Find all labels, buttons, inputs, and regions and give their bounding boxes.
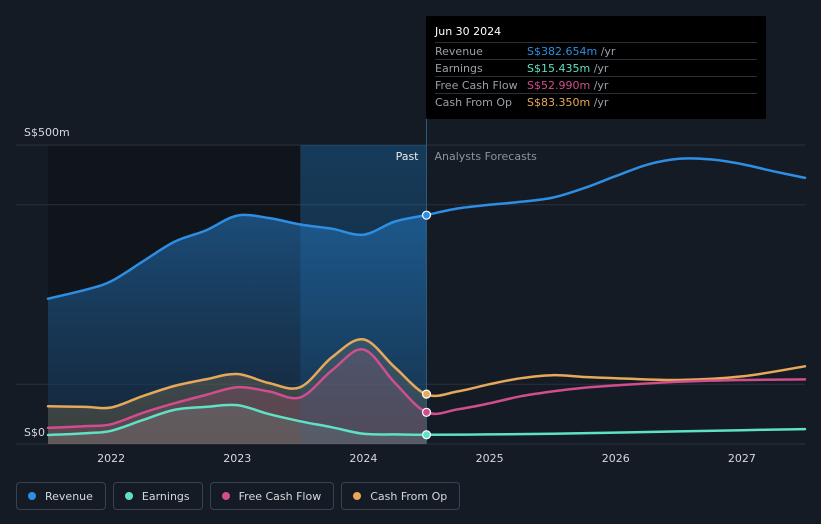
- x-tick-label: 2023: [223, 452, 251, 465]
- x-tick-label: 2022: [97, 452, 125, 465]
- tooltip-row-cash-from-op: Cash From Op S$83.350m /yr: [435, 93, 757, 111]
- highlight-band: [300, 145, 427, 444]
- legend-dot-icon: [353, 492, 362, 500]
- line-cash-from-op: [46, 338, 807, 410]
- legend-label: Earnings: [141, 489, 190, 503]
- point-revenue: [421, 210, 432, 220]
- tooltip-row-earnings: Earnings S$15.435m /yr: [435, 59, 757, 77]
- legend-item-revenue[interactable]: Revenue: [16, 482, 106, 510]
- point-free-cash-flow: [421, 407, 432, 417]
- tooltip-date: Jun 30 2024: [435, 25, 502, 38]
- x-tick-label: 2027: [728, 452, 756, 465]
- highlight-points: [421, 210, 432, 440]
- line-free-cash-flow: [46, 348, 807, 430]
- tooltip-row-revenue: Revenue S$382.654m /yr: [435, 42, 757, 60]
- tooltip-label: Cash From Op: [435, 96, 513, 109]
- legend-dot-icon: [28, 492, 36, 500]
- tooltip: Jun 30 2024 Revenue S$382.654m /yr Earni…: [426, 16, 766, 119]
- tooltip-label: Earnings: [435, 62, 483, 75]
- y-axis-top-label: S$500m: [24, 126, 70, 139]
- point-earnings: [421, 430, 432, 440]
- legend-dot-icon: [221, 492, 230, 500]
- past-label: Past: [396, 150, 420, 163]
- y-axis-zero-label: S$0: [24, 426, 45, 439]
- legend-label: Free Cash Flow: [238, 489, 322, 503]
- tooltip-value: S$83.350m /yr: [527, 96, 609, 109]
- legend: Revenue Earnings Free Cash Flow Cash Fro…: [16, 482, 461, 512]
- legend-label: Cash From Op: [370, 489, 448, 503]
- x-tick-label: 2024: [349, 452, 377, 465]
- x-tick-label: 2025: [476, 452, 504, 465]
- x-tick-label: 2026: [602, 452, 630, 465]
- legend-dot-icon: [124, 492, 133, 500]
- tooltip-row-free-cash-flow: Free Cash Flow S$52.990m /yr: [435, 76, 757, 94]
- tooltip-value: S$15.435m /yr: [527, 62, 609, 75]
- forecast-label: Analysts Forecasts: [435, 150, 538, 163]
- tooltip-value: S$382.654m /yr: [527, 45, 616, 58]
- tooltip-value: S$52.990m /yr: [527, 79, 609, 92]
- point-cash-from-op: [421, 389, 432, 399]
- legend-item-free-cash-flow[interactable]: Free Cash Flow: [209, 482, 335, 510]
- legend-item-earnings[interactable]: Earnings: [112, 482, 203, 510]
- tooltip-label: Revenue: [435, 45, 483, 58]
- tooltip-label: Free Cash Flow: [435, 79, 518, 92]
- x-axis-ticks: 2022 2023 2024 2025 2026 2027: [97, 452, 756, 465]
- legend-item-cash-from-op[interactable]: Cash From Op: [341, 482, 461, 510]
- legend-label: Revenue: [45, 489, 93, 503]
- line-earnings: [46, 403, 807, 437]
